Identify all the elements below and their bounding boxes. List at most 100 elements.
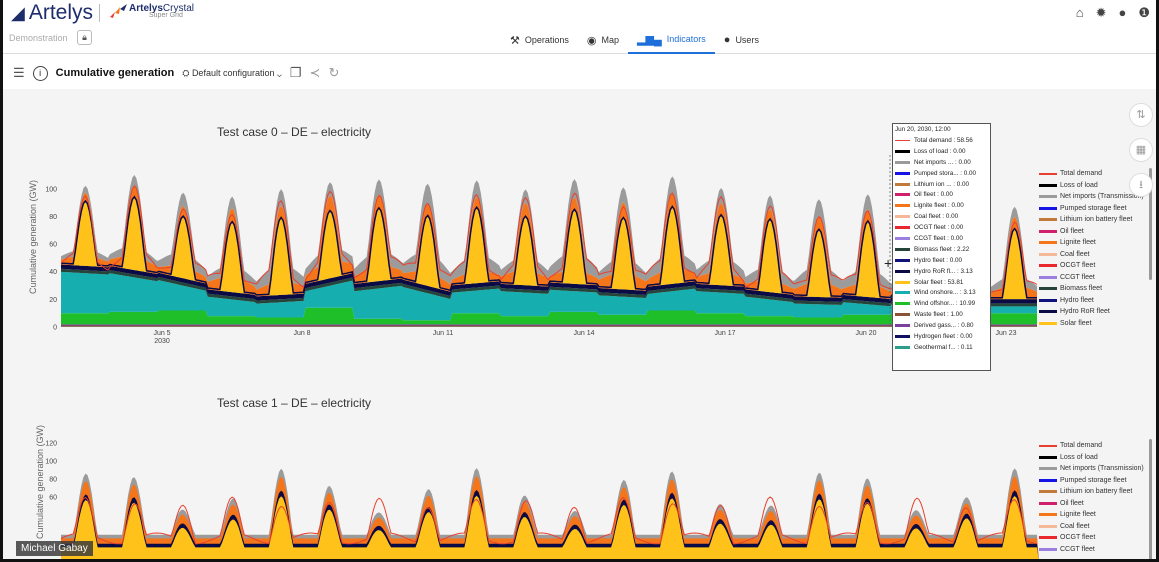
legend-item[interactable]: Pumped storage fleet — [1039, 475, 1144, 487]
legend-swatch — [1039, 264, 1057, 268]
legend-item[interactable]: CCGT fleet — [1039, 272, 1144, 284]
project-name[interactable]: Demonstration — [9, 33, 68, 43]
legend-swatch — [1039, 183, 1057, 187]
info-icon[interactable]: i — [32, 65, 48, 81]
legend-item[interactable]: Lignite fleet — [1039, 509, 1144, 521]
legend-item[interactable]: CCGT fleet — [1039, 544, 1144, 556]
legend-swatch — [1039, 275, 1057, 279]
tooltip-label: OCGT fleet : 0.00 — [914, 224, 964, 232]
tab-users[interactable]: ● Users — [715, 26, 768, 54]
crosshair-icon: + — [884, 255, 892, 271]
tab-map[interactable]: ◉ Map — [578, 26, 628, 54]
tooltip-row: Lignite fleet : 0.00 — [895, 200, 988, 211]
legend-item[interactable]: Solar fleet — [1039, 318, 1144, 330]
legend-item[interactable]: Coal fleet — [1039, 249, 1144, 261]
legend-swatch — [1039, 172, 1057, 175]
logo-text: Artelys — [28, 1, 94, 24]
area-series — [61, 495, 1039, 559]
tooltip-label: Hydro RoR fl... : 3.13 — [914, 267, 973, 275]
legend-swatch — [1039, 321, 1057, 325]
x-tick-label: Jun 11 — [433, 330, 454, 337]
configuration-select[interactable]: ⛭ Default configuration ⌄ — [182, 67, 282, 78]
legend-item[interactable]: Oil fleet — [1039, 498, 1144, 510]
tab-label: Users — [735, 35, 759, 45]
tooltip-label: Net imports ... : 0.00 — [914, 158, 971, 166]
table-icon[interactable]: ▦ — [1129, 138, 1153, 162]
tooltip-row: Lithium ion ... : 0.00 — [895, 179, 988, 190]
chart-settings-icon[interactable]: ⇅ — [1129, 103, 1153, 127]
y-tick-label: 80 — [49, 477, 57, 484]
legend-item[interactable]: Biomass fleet — [1039, 283, 1144, 295]
bell-icon[interactable]: ● — [1118, 5, 1127, 20]
tab-operations[interactable]: ⚒ Operations — [501, 26, 578, 54]
chart-1-ylabel: Cumulative generation (GW) — [35, 424, 45, 539]
tooltip-label: Hydro fleet : 0.00 — [914, 256, 962, 264]
tooltip-label: Wind offshor... : 10.99 — [914, 300, 976, 308]
tooltip-swatch — [895, 258, 910, 262]
legend-swatch — [1039, 513, 1057, 517]
tooltip-label: Loss of load : 0.00 — [914, 147, 966, 155]
tab-indicators[interactable]: ▂▆▄ Indicators — [628, 26, 715, 54]
legend-item[interactable]: Lithium ion battery fleet — [1039, 214, 1144, 226]
legend-item[interactable]: OCGT fleet — [1039, 532, 1144, 544]
tooltip-row: Oil fleet : 0.00 — [895, 189, 988, 200]
legend-swatch — [1039, 536, 1057, 540]
share-icon[interactable]: ≺ — [309, 65, 321, 80]
legend-item[interactable]: Total demand — [1039, 440, 1144, 452]
legend-label: Lignite fleet — [1060, 239, 1096, 247]
legend-label: OCGT fleet — [1060, 262, 1096, 270]
legend-item[interactable]: Pumped storage fleet — [1039, 203, 1144, 215]
legend-item[interactable]: Lithium ion battery fleet — [1039, 486, 1144, 498]
tooltip-row: Hydro RoR fl... : 3.13 — [895, 266, 988, 277]
legend-label: Lithium ion battery fleet — [1060, 488, 1133, 496]
legend-item[interactable]: Loss of load — [1039, 452, 1144, 464]
tooltip-swatch — [895, 139, 910, 142]
nav-bar: Demonstration 🔒︎ ⚒ Operations ◉ Map ▂▆▄ Ind… — [3, 26, 1156, 54]
legend-item[interactable]: Oil fleet — [1039, 226, 1144, 238]
gear-icon[interactable]: ✹ — [1095, 5, 1107, 20]
legend-label: Lithium ion battery fleet — [1060, 216, 1133, 224]
legend-item[interactable]: Hydro RoR fleet — [1039, 306, 1144, 318]
y-tick-label: 120 — [45, 441, 57, 448]
legend-label: Net imports (Transmission) — [1060, 193, 1144, 201]
tooltip-row: Wind offshor... : 10.99 — [895, 298, 988, 309]
refresh-icon[interactable]: ↻ — [328, 65, 340, 80]
legend-item[interactable]: Net imports (Transmission) — [1039, 463, 1144, 475]
tooltip-row: CCGT fleet : 0.00 — [895, 233, 988, 244]
legend-scrollbar-2[interactable] — [1149, 439, 1152, 559]
legend-swatch — [1039, 229, 1057, 233]
legend-item[interactable]: Net imports (Transmission) — [1039, 191, 1144, 203]
legend-item[interactable]: Hydro fleet — [1039, 295, 1144, 307]
lock-button[interactable]: 🔒︎ — [77, 30, 92, 45]
home-icon[interactable]: ⌂ — [1075, 5, 1084, 20]
tooltip-swatch — [895, 324, 910, 328]
logo-divider — [99, 4, 100, 22]
legend-label: OCGT fleet — [1060, 534, 1096, 542]
legend-label: Biomass fleet — [1060, 285, 1103, 293]
legend-label: Coal fleet — [1060, 250, 1090, 258]
x-tick-label: Jun 14 — [573, 330, 594, 337]
legend-item[interactable]: Loss of load — [1039, 180, 1144, 192]
tooltip-row: Waste fleet : 1.00 — [895, 309, 988, 320]
tooltip-swatch — [895, 171, 910, 175]
configuration-icon: ⛭ — [182, 67, 192, 78]
legend-item[interactable]: OCGT fleet — [1039, 260, 1144, 272]
tooltip-label: Waste fleet : 1.00 — [914, 311, 963, 319]
area-series — [61, 271, 1037, 321]
legend-label: Oil fleet — [1060, 227, 1084, 235]
collapse-list-icon[interactable]: ☰ — [13, 65, 25, 80]
legend-item[interactable]: Coal fleet — [1039, 521, 1144, 533]
tooltip-swatch — [895, 182, 910, 186]
copy-icon[interactable]: ❐ — [289, 65, 302, 80]
tooltip-label: Hydrogen fleet : 0.00 — [914, 332, 973, 340]
artelys-logo[interactable]: ◢ Artelys — [11, 1, 93, 25]
indicators-icon: ▂▆▄ — [637, 33, 662, 46]
download-icon[interactable]: ⭳ — [1129, 173, 1153, 197]
help-icon[interactable]: ❶ — [1138, 5, 1150, 20]
legend-item[interactable]: Lignite fleet — [1039, 237, 1144, 249]
tooltip-swatch — [895, 160, 910, 164]
tab-label: Operations — [524, 35, 569, 45]
legend-scrollbar[interactable] — [1149, 168, 1152, 280]
legend-item[interactable]: Total demand — [1039, 168, 1144, 180]
